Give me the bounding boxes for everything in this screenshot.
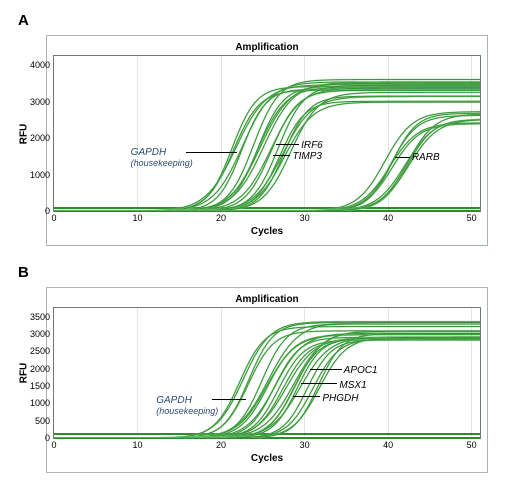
ytick: 2500	[30, 346, 54, 356]
xtick: 20	[216, 211, 226, 223]
ytick: 3000	[30, 97, 54, 107]
panel: A Amplification RFU 01000200030004000 01…	[18, 12, 496, 246]
xtick: 20	[216, 438, 226, 450]
pointer	[273, 155, 290, 156]
gene-label: GAPDH(housekeeping)	[156, 395, 218, 416]
gene-label: APOC1	[344, 365, 378, 376]
x-axis-label: Cycles	[53, 453, 481, 464]
plot-area: RFU 0500100015002000250030003500 0102030…	[53, 307, 481, 439]
pointer	[186, 152, 237, 153]
xtick: 40	[383, 211, 393, 223]
ytick: 4000	[30, 60, 54, 70]
xtick: 0	[51, 211, 56, 223]
panel: B Amplification RFU 05001000150020002500…	[18, 264, 496, 473]
gene-label: IRF6	[301, 140, 323, 151]
pointer	[395, 157, 410, 158]
pointer	[293, 396, 321, 397]
ytick: 1000	[30, 398, 54, 408]
ytick: 500	[35, 416, 54, 426]
ytick: 2000	[30, 364, 54, 374]
xtick: 50	[467, 438, 477, 450]
ytick: 1000	[30, 170, 54, 180]
curves-svg	[54, 308, 480, 438]
plot-area: RFU 01000200030004000 01020304050 GAPDH(…	[53, 55, 481, 212]
y-axis-label: RFU	[19, 123, 30, 144]
chart-frame: Amplification RFU 0500100015002000250030…	[46, 287, 488, 473]
pointer	[276, 144, 299, 145]
gene-label: TIMP3	[293, 151, 322, 162]
chart-title: Amplification	[53, 42, 481, 53]
panel-letter: B	[18, 264, 496, 281]
gene-label: PHGDH	[322, 393, 358, 404]
ytick: 3000	[30, 329, 54, 339]
xtick: 50	[467, 211, 477, 223]
xtick: 30	[300, 438, 310, 450]
gene-label: RARB	[412, 152, 440, 163]
ytick: 3500	[30, 312, 54, 322]
pointer	[301, 383, 337, 384]
xtick: 0	[51, 438, 56, 450]
curves-svg	[54, 56, 480, 211]
xtick: 10	[133, 438, 143, 450]
xtick: 10	[133, 211, 143, 223]
ytick: 2000	[30, 133, 54, 143]
chart-title: Amplification	[53, 294, 481, 305]
x-axis-label: Cycles	[53, 226, 481, 237]
gene-label: MSX1	[339, 380, 366, 391]
pointer	[310, 369, 342, 370]
xtick: 30	[300, 211, 310, 223]
chart-frame: Amplification RFU 01000200030004000 0102…	[46, 35, 488, 246]
gene-label: GAPDH(housekeeping)	[131, 147, 193, 168]
xtick: 40	[383, 438, 393, 450]
y-axis-label: RFU	[19, 363, 30, 384]
pointer	[212, 399, 246, 400]
panel-letter: A	[18, 12, 496, 29]
ytick: 1500	[30, 381, 54, 391]
